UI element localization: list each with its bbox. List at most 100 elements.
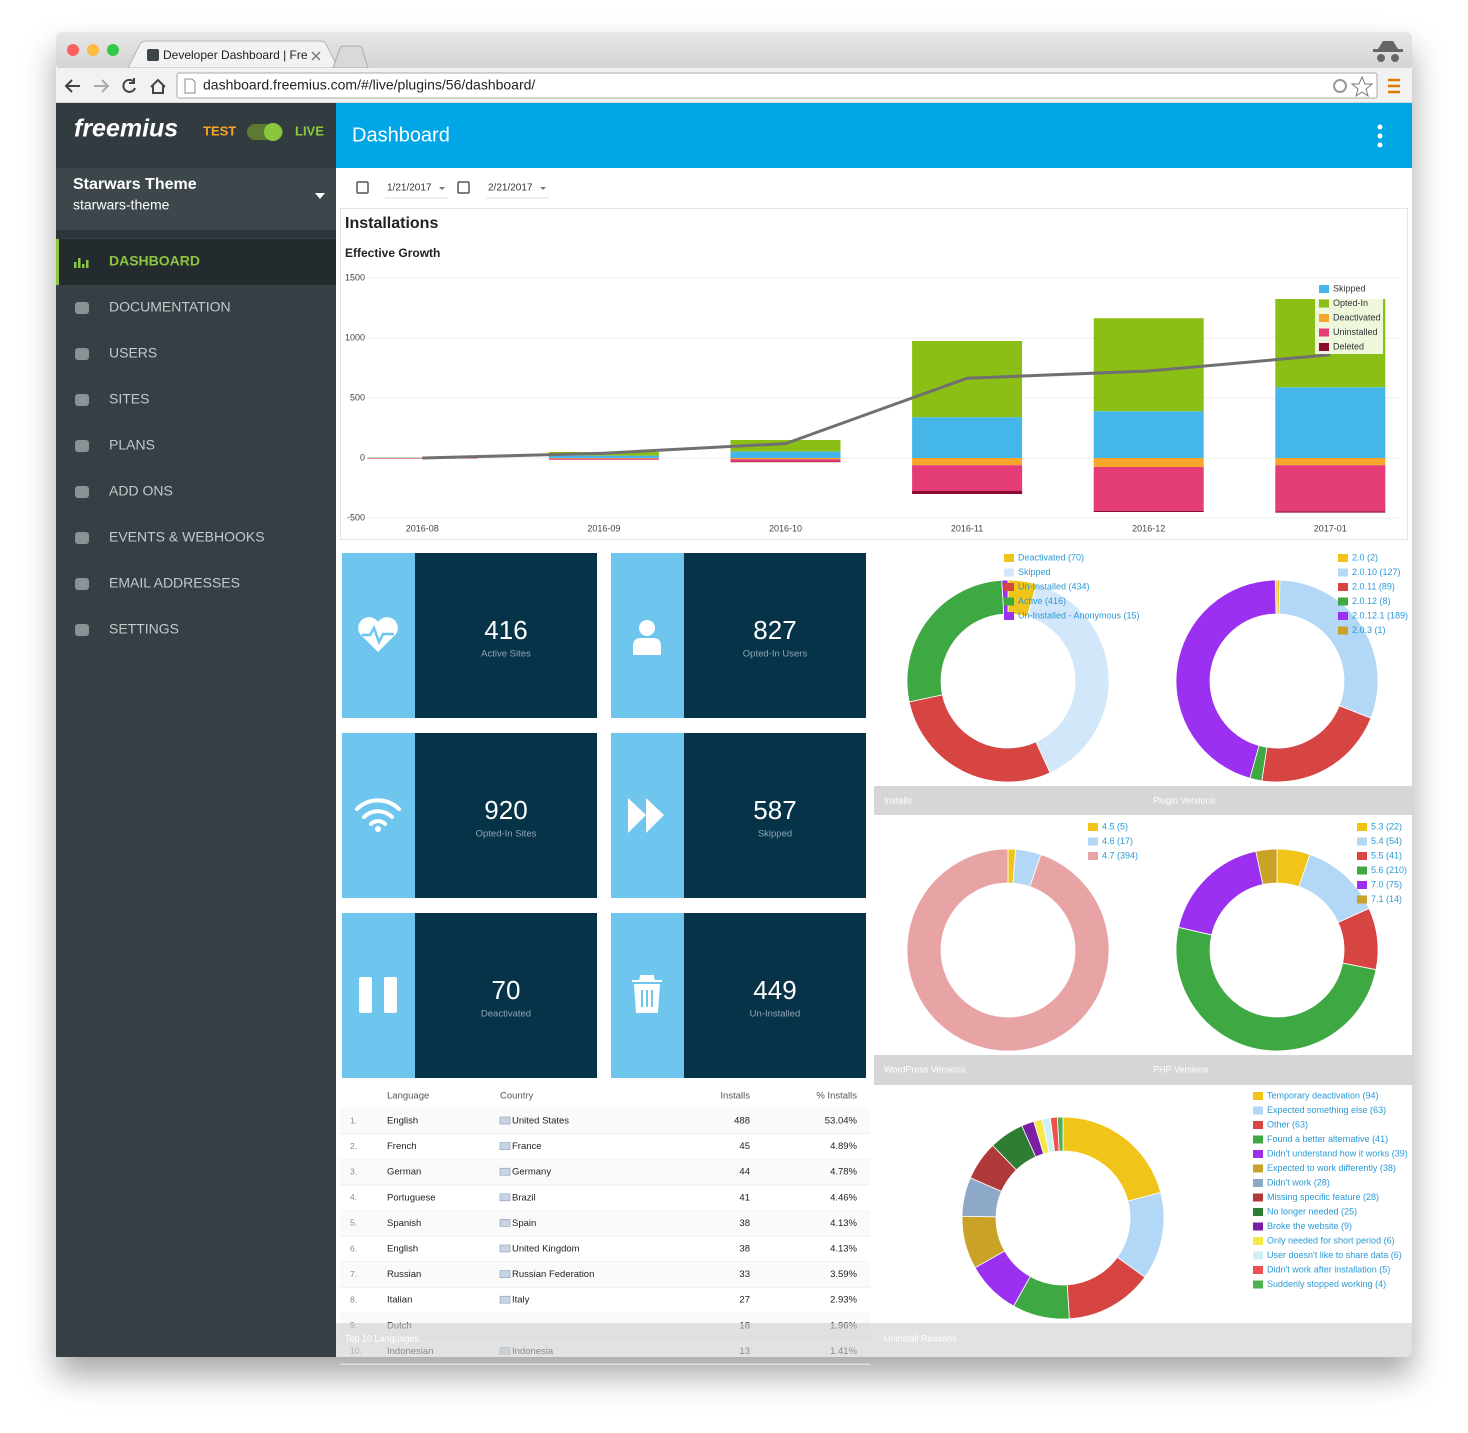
- table-row-bg: [340, 1159, 870, 1185]
- percent-installs: 3.59%: [830, 1269, 857, 1280]
- bar-segment: [548, 458, 659, 460]
- calendar-icon[interactable]: [457, 181, 470, 194]
- menu-item[interactable]: ADD ONS: [109, 483, 173, 499]
- menu-item[interactable]: SETTINGS: [109, 621, 179, 637]
- bar-segment: [1093, 318, 1204, 412]
- legend-swatch: [1319, 328, 1329, 337]
- sidebar-menu: DASHBOARD DOCUMENTATION USERS SITES PLANS ADD…: [56, 239, 336, 637]
- column-header[interactable]: Language: [387, 1091, 429, 1102]
- menu-item[interactable]: EVENTS & WEBHOOKS: [109, 529, 265, 545]
- legend-swatch: [1338, 597, 1348, 606]
- home-button[interactable]: [150, 78, 166, 94]
- menu-item[interactable]: PLANS: [109, 437, 155, 453]
- donut-caption: Uninstall Reasons: [884, 1333, 957, 1343]
- back-button[interactable]: [64, 79, 80, 93]
- stat-value: 920: [484, 795, 527, 825]
- legend-swatch: [1357, 881, 1367, 889]
- stat-label: Deactivated: [481, 1009, 531, 1020]
- column-header[interactable]: % Installs: [816, 1091, 857, 1102]
- bar-segment: [1275, 387, 1386, 458]
- installs: 488: [734, 1116, 750, 1127]
- y-tick-label: 1000: [345, 332, 365, 342]
- bar-segment: [912, 465, 1023, 491]
- date-to[interactable]: 2/21/2017: [488, 183, 533, 194]
- fast-forward-icon: [628, 798, 664, 833]
- legend-label: 4.6 (17): [1102, 836, 1133, 846]
- menu-item[interactable]: DASHBOARD: [109, 253, 200, 269]
- menu-item[interactable]: EMAIL ADDRESSES: [109, 575, 240, 591]
- flag: [499, 1219, 511, 1227]
- legend-label: Didn't work (28): [1267, 1177, 1330, 1187]
- date-from-caret: [439, 187, 445, 190]
- donut-segment: [1026, 583, 1110, 774]
- row-index: 8.: [350, 1294, 357, 1304]
- extension-icon[interactable]: [1333, 79, 1347, 93]
- menu-button[interactable]: [1388, 78, 1400, 94]
- percent-installs: 4.46%: [830, 1192, 857, 1203]
- donut-caption: PHP Versions: [1153, 1064, 1209, 1074]
- legend-label: 5.6 (210): [1371, 865, 1407, 875]
- country: Germany: [512, 1167, 551, 1178]
- legend-label: Found a better alternative (41): [1267, 1134, 1388, 1144]
- bar-segment: [1275, 465, 1386, 512]
- forward-button[interactable]: [94, 79, 110, 93]
- product-selector[interactable]: [56, 168, 336, 230]
- row-index: 6.: [350, 1243, 357, 1253]
- legend-label: 2.0.11 (89): [1352, 581, 1395, 591]
- legend-swatch: [1004, 568, 1014, 577]
- legend-label: Uninstalled: [1333, 327, 1378, 337]
- menu-item[interactable]: SITES: [109, 391, 149, 407]
- zoom-button[interactable]: [107, 44, 119, 56]
- legend-label: Only needed for short period (6): [1267, 1235, 1395, 1245]
- table-caption: Top 10 Languages: [345, 1333, 420, 1343]
- legend-label: User doesn't like to share data (6): [1267, 1250, 1402, 1260]
- minimize-button[interactable]: [87, 44, 99, 56]
- row-index: 7.: [350, 1269, 357, 1279]
- installs: 33: [739, 1269, 750, 1280]
- legend-label: Temporary deactivation (94): [1267, 1090, 1379, 1100]
- y-tick-label: 500: [350, 392, 365, 402]
- legend-label: Suddenly stopped working (4): [1267, 1279, 1386, 1289]
- country: Brazil: [512, 1192, 536, 1203]
- legend-label: Expected to work differently (38): [1267, 1163, 1396, 1173]
- menu-item[interactable]: USERS: [109, 345, 157, 361]
- donut-segment: [1275, 579, 1278, 615]
- bar-segment: [1275, 511, 1386, 513]
- address-bar[interactable]: [176, 72, 1378, 99]
- flag: [499, 1167, 511, 1176]
- legend-label: Opted-In: [1333, 298, 1368, 308]
- bar-segment: [1093, 510, 1204, 512]
- bookmark-star[interactable]: [1350, 75, 1374, 98]
- bar-segment: [730, 461, 841, 463]
- row-index: 2.: [350, 1141, 357, 1151]
- menu-icon: [86, 260, 89, 268]
- language: English: [387, 1244, 418, 1255]
- more-menu[interactable]: [1377, 124, 1383, 148]
- stat-card-icon-bg: [342, 913, 415, 1078]
- legend-label: Un-Installed - Anonymous (15): [1018, 610, 1140, 620]
- calendar-icon[interactable]: [356, 181, 369, 194]
- legend-swatch: [1253, 1106, 1263, 1115]
- close-button[interactable]: [67, 44, 79, 56]
- bar-segment: [730, 440, 841, 452]
- legend-swatch: [1357, 837, 1367, 846]
- new-tab[interactable]: [332, 45, 369, 69]
- language: Spanish: [387, 1218, 421, 1229]
- country: Spain: [512, 1218, 536, 1229]
- reload-button[interactable]: [122, 78, 136, 93]
- url[interactable]: dashboard.freemius.com/#/live/plugins/56…: [203, 77, 535, 93]
- country: United States: [512, 1116, 569, 1127]
- column-header[interactable]: Country: [500, 1091, 534, 1102]
- legend-label: 5.4 (54): [1371, 836, 1402, 846]
- tab-close[interactable]: [311, 51, 321, 61]
- active-tab[interactable]: [127, 40, 339, 69]
- date-from[interactable]: 1/21/2017: [387, 183, 432, 194]
- sidebar-top: [56, 103, 336, 168]
- menu-icon: [75, 440, 89, 452]
- column-header[interactable]: Installs: [720, 1091, 750, 1102]
- donut-segment: [1255, 848, 1278, 885]
- donut-captions: Installs Plugin Versions WordPress Version…: [884, 795, 1216, 1343]
- menu-item[interactable]: DOCUMENTATION: [109, 299, 231, 315]
- stat-label: Opted-In Sites: [476, 829, 537, 840]
